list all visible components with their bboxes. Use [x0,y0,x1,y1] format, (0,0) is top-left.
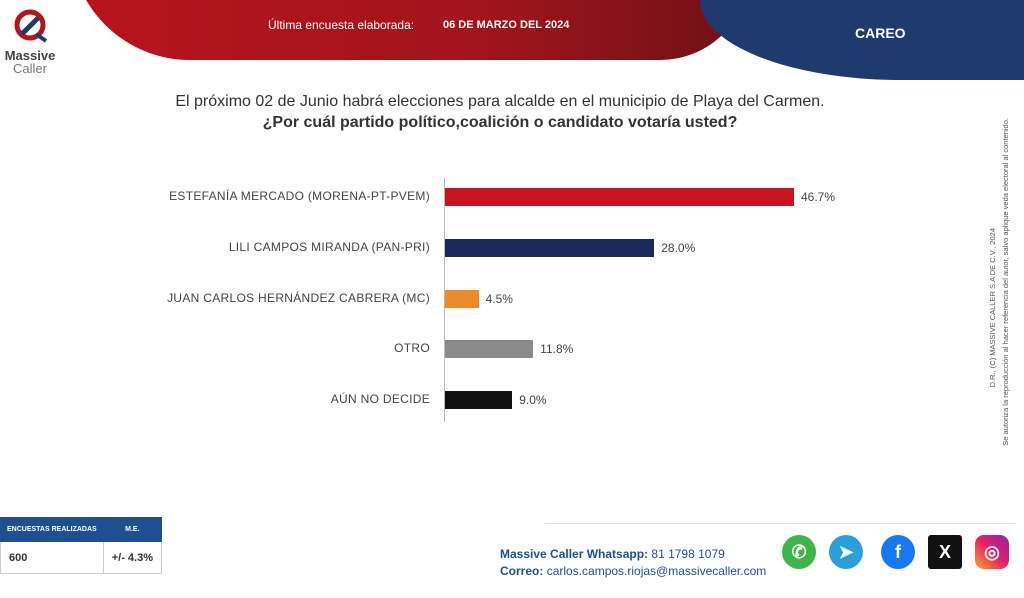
massive-caller-logo: Massive Caller [0,8,60,75]
bar [445,290,479,308]
header-surveys: ENCUESTAS REALIZADAS [0,517,104,542]
bar [445,340,534,358]
value-label: 4.5% [485,292,513,306]
bar [445,188,794,206]
surveys-count: 600 [0,541,104,574]
margin-error: +/- 4.3% [102,541,163,574]
whatsapp-contact: Massive Caller Whatsapp: 81 1798 1079 [500,547,725,561]
email-label: Correo: [500,564,544,578]
facebook-icon[interactable]: f [881,535,915,569]
telegram-icon[interactable]: ➤ [829,535,863,569]
category-label: OTRO [394,341,430,355]
header-red-band [70,0,750,60]
whatsapp-icon[interactable]: ✆ [782,535,816,569]
email-link[interactable]: carlos.campos.riojas@massivecaller.com [546,564,767,578]
last-survey-date: 06 DE MARZO DEL 2024 [443,19,570,31]
legal-line2: Se autoriza la reproducción al hacer ref… [1001,118,1010,446]
question-line1: El próximo 02 de Junio habrá elecciones … [175,93,825,110]
question-line2: ¿Por cuál partido político,coalición o c… [262,114,738,131]
logo-icon [14,9,48,43]
last-survey-label: Última encuesta elaborada: [268,18,415,32]
section-title: CAREO [855,25,906,41]
value-label: 46.7% [801,190,836,204]
category-label: JUAN CARLOS HERNÁNDEZ CABRERA (MC) [167,291,430,305]
logo-text-caller: Caller [13,61,47,76]
category-label: ESTEFANÍA MERCADO (MORENA-PT-PVEM) [169,189,430,203]
sample-table: ENCUESTAS REALIZADAS M.E. 600 +/- 4.3% [0,517,163,574]
logo-text-massive: Massive [4,48,56,63]
whatsapp-label: Massive Caller Whatsapp: [500,547,649,561]
whatsapp-number[interactable]: 81 1798 1079 [651,547,725,561]
instagram-icon[interactable]: ◎ [975,535,1009,569]
legal-line1: D.R., (C) MASSIVE CALLER S.A DE C.V., 20… [988,228,997,388]
category-label: LILI CAMPOS MIRANDA (PAN-PRI) [228,240,430,254]
header-margin-error: M.E. [102,517,163,542]
bar [445,239,655,257]
value-label: 9.0% [519,393,547,407]
bar [445,391,513,409]
value-label: 28.0% [661,241,696,255]
footer-divider [545,523,1015,524]
email-contact: Correo: carlos.campos.riojas@massivecall… [500,564,766,578]
value-label: 11.8% [540,342,574,356]
x-icon[interactable]: X [928,535,962,569]
chart-axis [444,178,445,422]
category-label: AÚN NO DECIDE [330,392,430,406]
